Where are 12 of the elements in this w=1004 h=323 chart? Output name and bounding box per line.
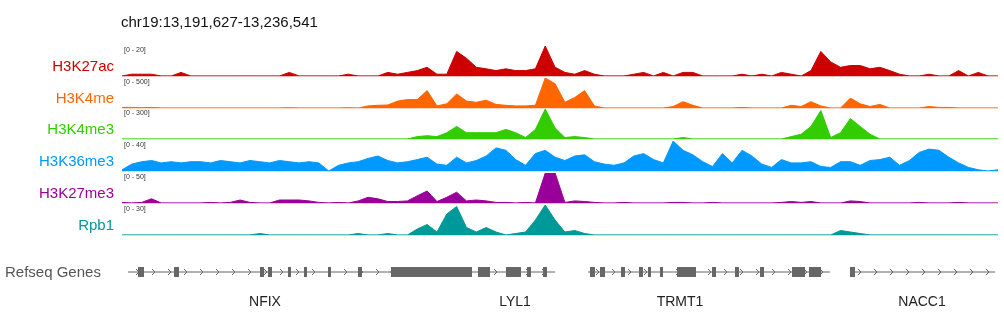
text: TRMT1 <box>656 293 704 309</box>
series-label: H3K4me <box>54 89 114 106</box>
chart-title: chr19:13,191,627-13,236,541 <box>121 13 318 30</box>
text: NACC1 <box>898 293 946 309</box>
series-label: H3K36me3 <box>37 152 114 169</box>
text: LYL1 <box>499 293 532 309</box>
series-label: H3K27ac <box>51 57 114 74</box>
series-label: H3K27me3 <box>37 184 114 201</box>
series-label: H3K4me3 <box>46 120 114 137</box>
series-label: Rpb1 <box>77 216 114 233</box>
text: Refseq Genes <box>5 263 101 280</box>
text: NFIX <box>249 293 282 309</box>
